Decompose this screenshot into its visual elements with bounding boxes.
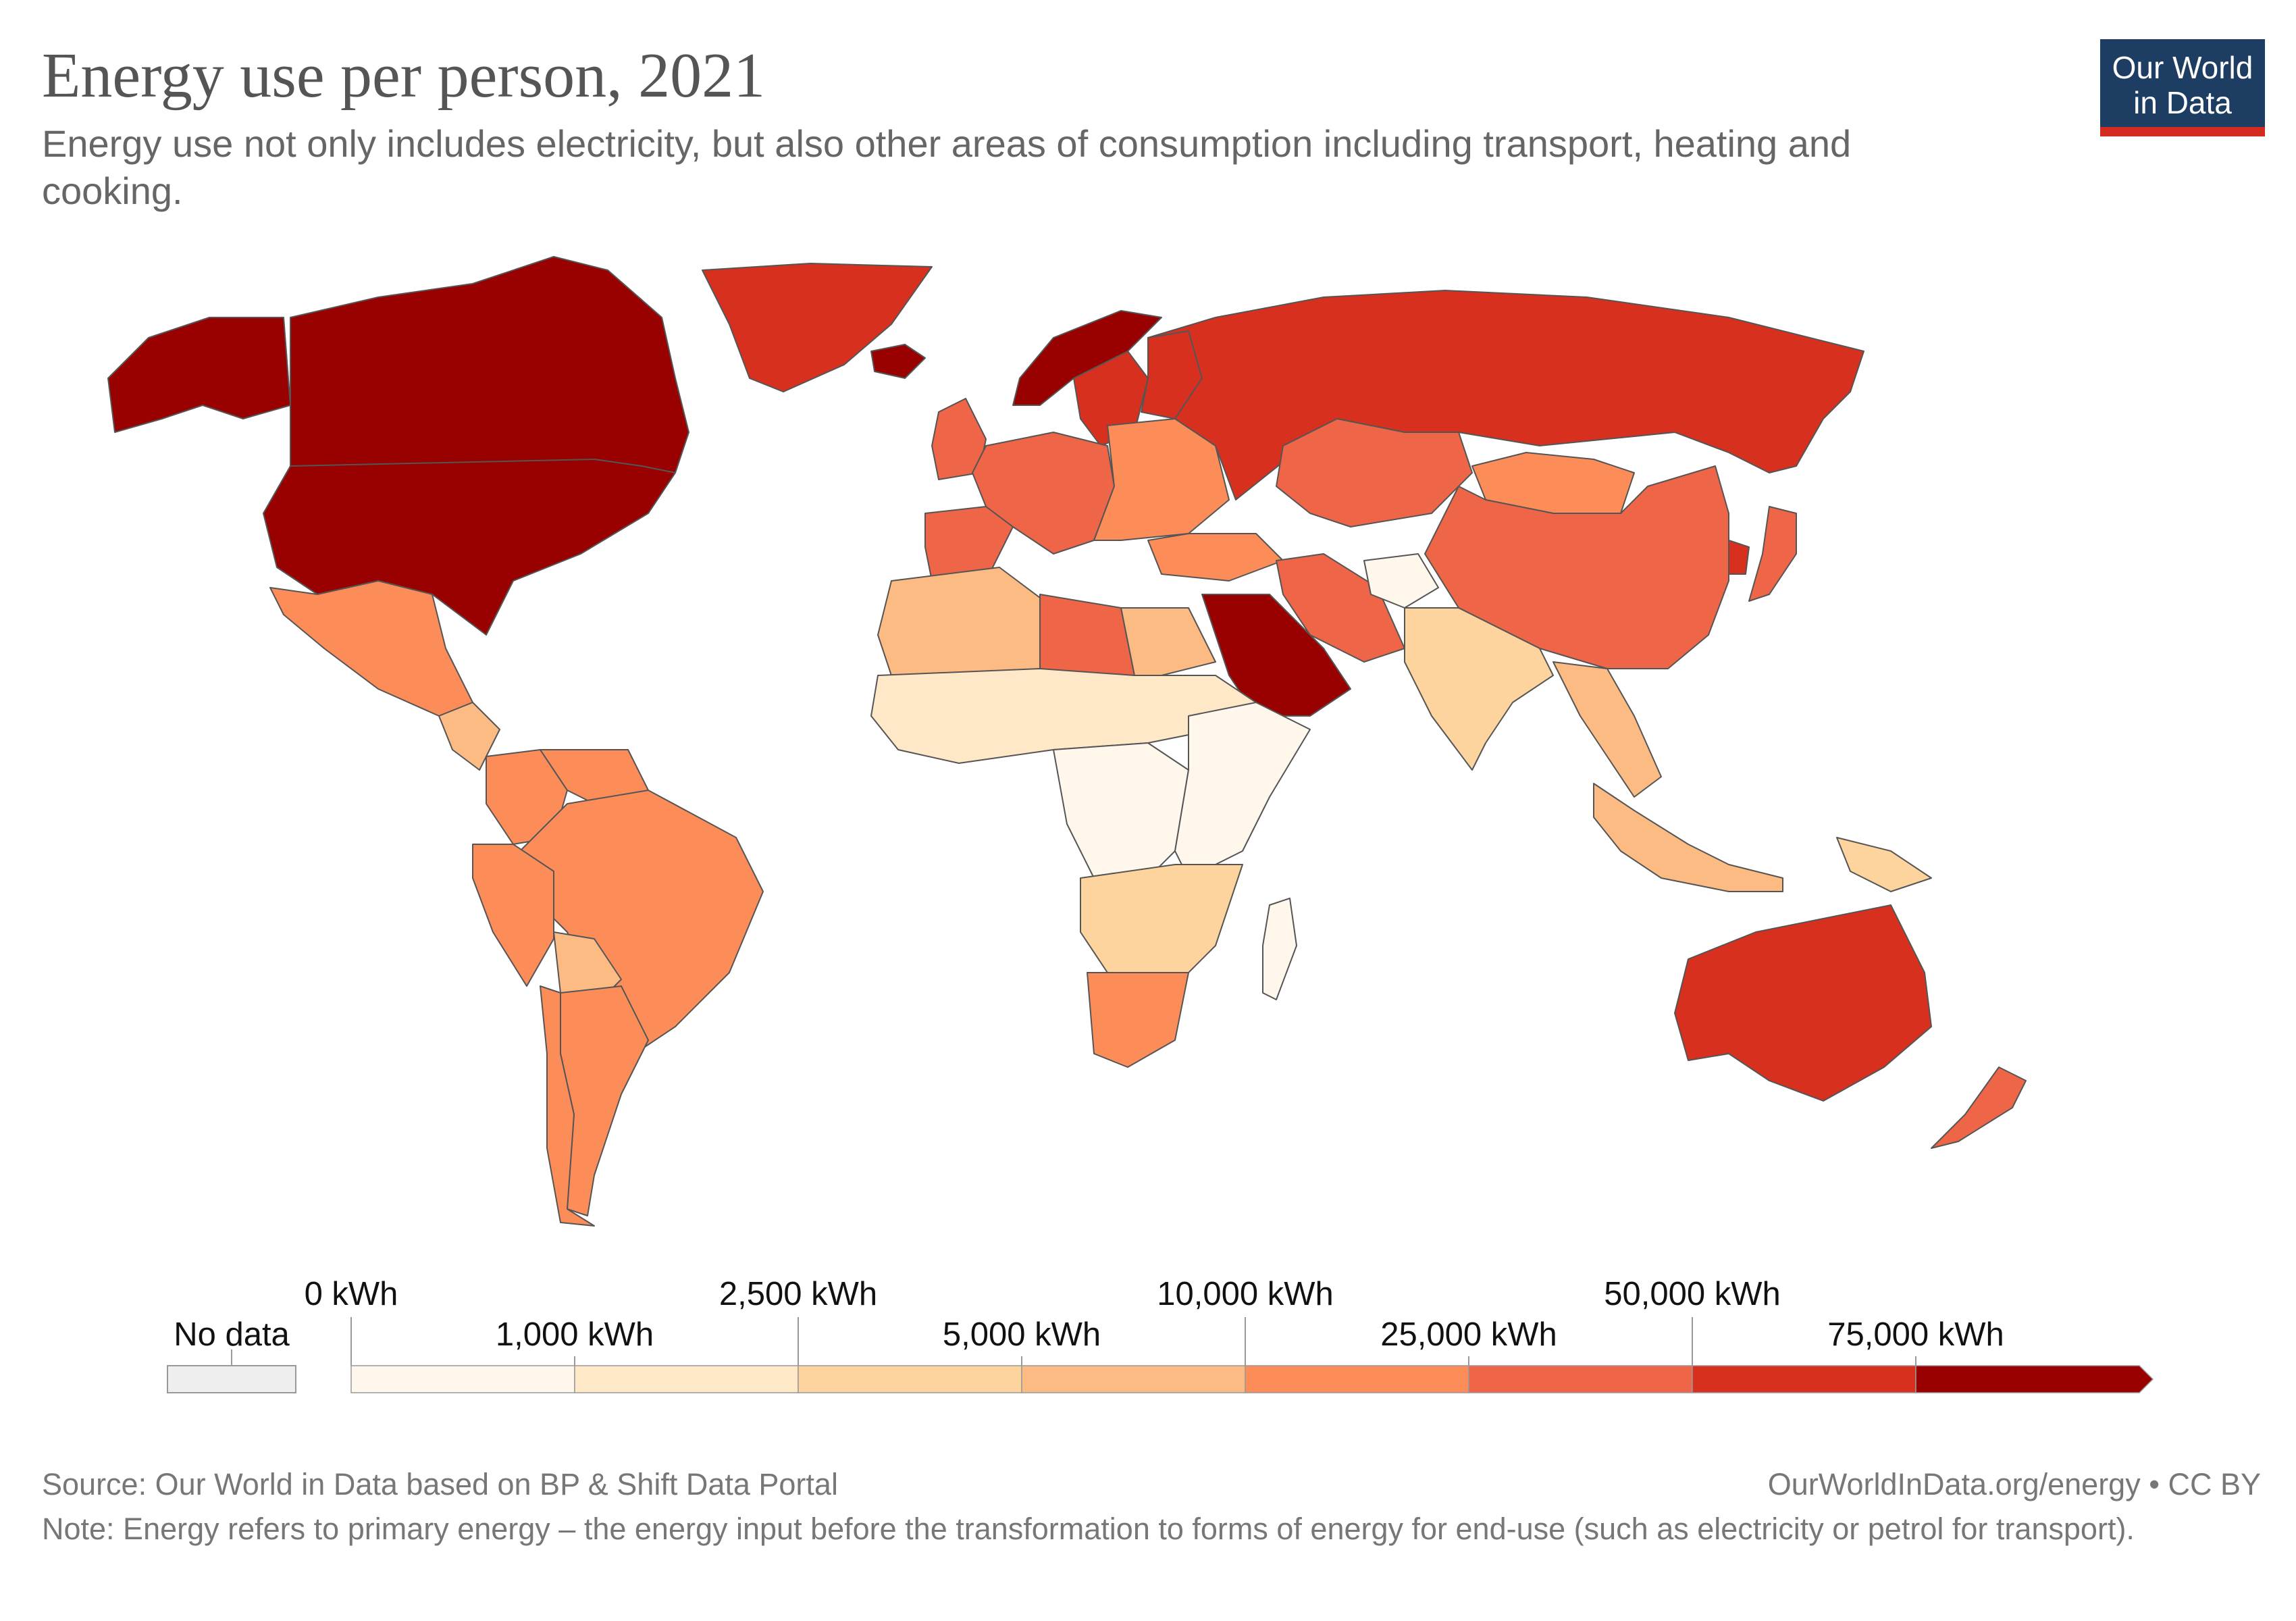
logo-bar — [2100, 127, 2265, 136]
region-egypt[interactable]: Egypt — [1120, 607, 1216, 676]
legend-bin-2 — [798, 1365, 1022, 1393]
world-map[interactable]: CanadaUnited StatesAlaskaGreenlandIcelan… — [0, 0, 2296, 1256]
region-iceland[interactable]: Iceland — [870, 344, 926, 379]
logo-line-2: in Data — [2133, 85, 2232, 120]
legend-bin-3 — [1021, 1365, 1246, 1393]
region-madagascar[interactable]: Madagascar — [1262, 898, 1297, 1000]
legend-bin-0 — [350, 1365, 575, 1393]
legend-label-7: 75,000 kWh — [1827, 1316, 2004, 1353]
chart-title: Energy use per person, 2021 — [42, 41, 766, 111]
region-papua-new-guinea[interactable]: Papua New Guinea — [1836, 837, 1932, 892]
region-united-states[interactable]: United States — [263, 459, 676, 636]
region-alaska[interactable]: Alaska — [107, 317, 291, 433]
region-indonesia[interactable]: Indonesia — [1593, 783, 1783, 892]
source-text: Source: Our World in Data based on BP & … — [42, 1467, 838, 1501]
region-east-africa[interactable]: East Africa — [1174, 702, 1311, 879]
region-peru[interactable]: Peru — [472, 844, 554, 987]
region-southern-africa[interactable]: Southern Africa — [1080, 864, 1243, 973]
legend-bin-4 — [1245, 1365, 1469, 1393]
region-australia[interactable]: Australia — [1674, 904, 1932, 1102]
url-link[interactable]: OurWorldInData.org/energy • CC BY — [1767, 1467, 2261, 1501]
region-india[interactable]: India — [1404, 607, 1554, 771]
legend-bin-5 — [1468, 1365, 1693, 1393]
region-south-africa[interactable]: South Africa — [1087, 972, 1189, 1068]
region-southeast-asia[interactable]: Southeast Asia — [1553, 661, 1662, 798]
legend-no-data-label: No data — [174, 1316, 290, 1353]
legend-label-3: 5,000 kWh — [943, 1316, 1101, 1353]
legend-label-4: 10,000 kWh — [1157, 1276, 1334, 1312]
region-kazakhstan[interactable]: Kazakhstan — [1276, 418, 1473, 528]
region-south-korea[interactable]: South Korea — [1728, 540, 1750, 575]
legend-bin-7 — [1915, 1365, 2154, 1393]
owid-logo[interactable]: Our World in Data — [2100, 39, 2265, 136]
region-western-europe[interactable]: Western Europe — [972, 432, 1115, 555]
region-greenland[interactable]: Greenland — [702, 263, 933, 392]
legend-label-0: 0 kWh — [305, 1276, 398, 1312]
region-iran[interactable]: Iran — [1276, 553, 1405, 663]
legend-bin-1 — [574, 1365, 799, 1393]
region-japan[interactable]: Japan — [1748, 506, 1797, 602]
legend-label-2: 2,500 kWh — [719, 1276, 877, 1312]
region-afghanistan[interactable]: Afghanistan — [1363, 553, 1439, 609]
note-text: Note: Energy refers to primary energy – … — [42, 1512, 2135, 1546]
region-central-africa[interactable]: Central Africa — [1053, 742, 1189, 879]
region-new-zealand[interactable]: New Zealand — [1931, 1066, 2027, 1149]
region-chile[interactable]: Chile — [540, 985, 595, 1227]
region-saudi-arabia[interactable]: Saudi Arabia — [1201, 594, 1351, 717]
legend-label-6: 50,000 kWh — [1604, 1276, 1781, 1312]
region-russia[interactable]: Russia — [1147, 290, 1864, 500]
region-central-america[interactable]: Central America — [438, 702, 500, 771]
legend-no-data-swatch — [167, 1365, 296, 1393]
region-sahel[interactable]: Sahel — [870, 668, 1257, 764]
logo-line-1: Our World — [2112, 50, 2253, 85]
legend-label-1: 1,000 kWh — [496, 1316, 654, 1353]
map-legend: No data 0 kWh 1,000 kWh 2,500 kWh 5,000 kWh 1… — [167, 1276, 2154, 1393]
chart-subtitle: Energy use not only includes electricity… — [42, 122, 1852, 212]
legend-label-5: 25,000 kWh — [1380, 1316, 1557, 1353]
legend-bin-6 — [1692, 1365, 1916, 1393]
